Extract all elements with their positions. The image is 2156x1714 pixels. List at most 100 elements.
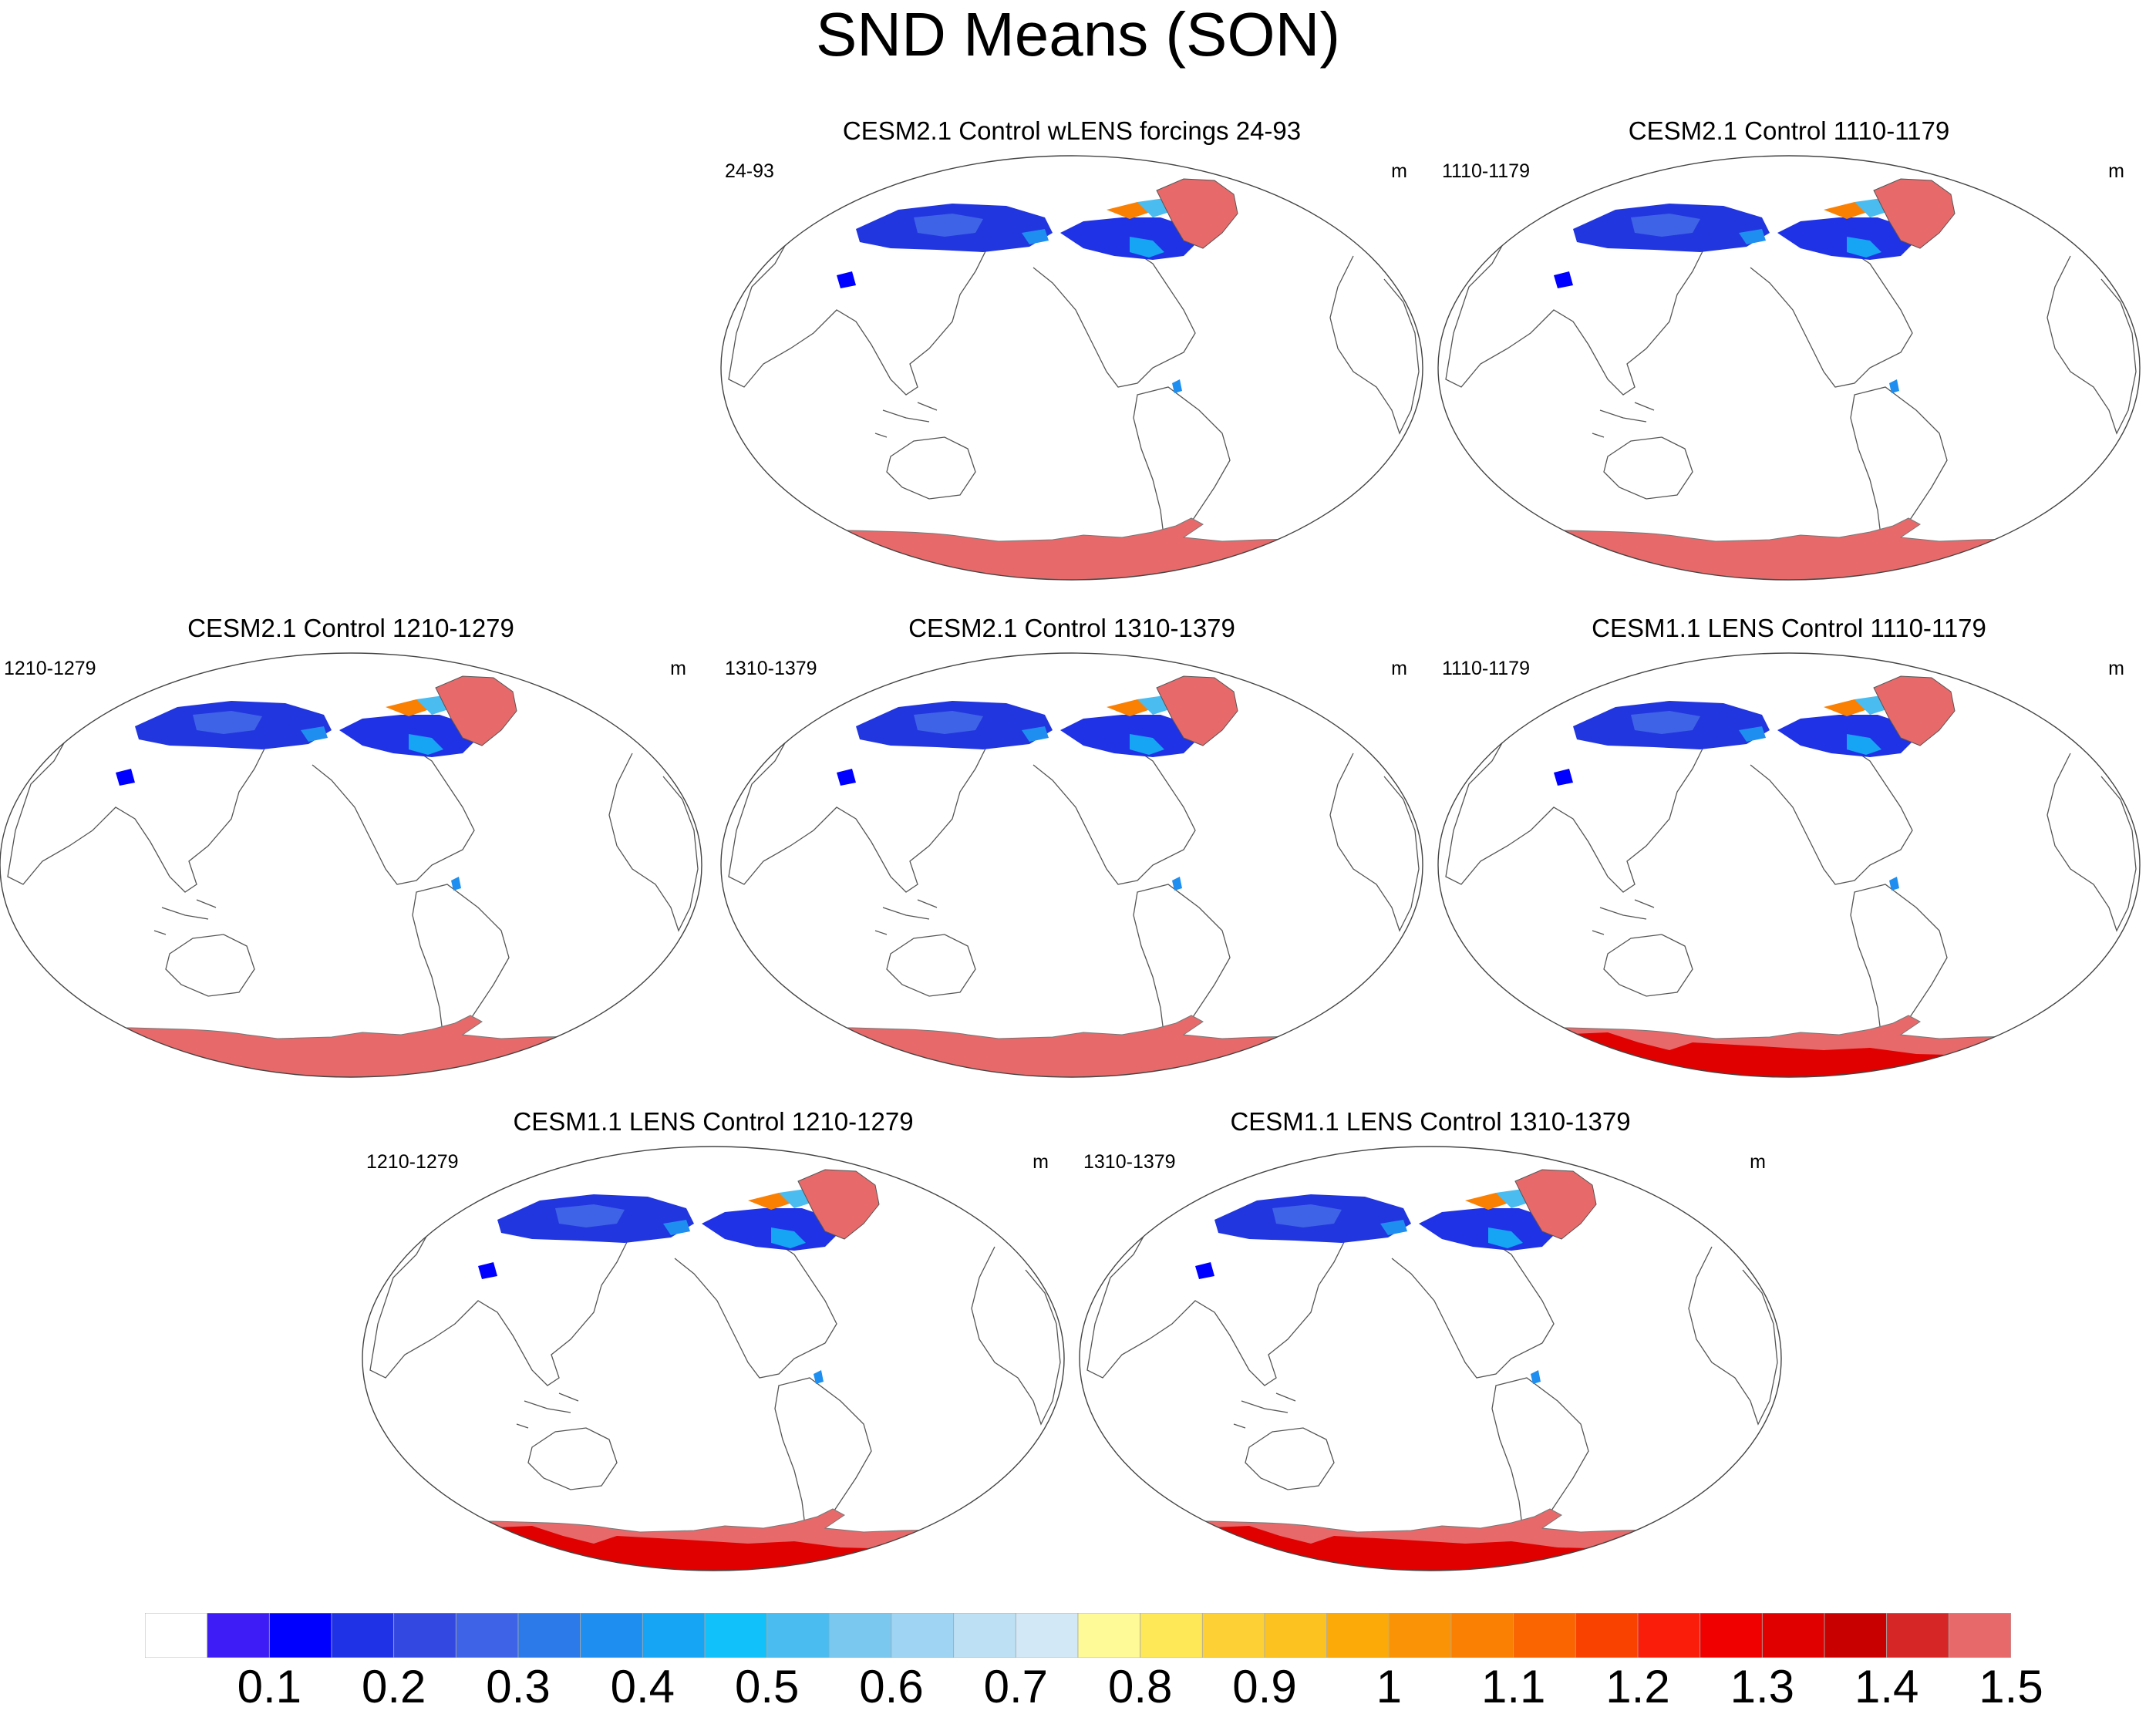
coastline — [674, 1231, 837, 1379]
snow-depth-patch — [1554, 769, 1573, 786]
coastline — [369, 1219, 629, 1386]
coastline — [312, 737, 475, 885]
colorbar-tick-label: 0.3 — [486, 1661, 551, 1712]
coastline — [153, 899, 217, 935]
ocean-background — [1438, 653, 2140, 1077]
panel-title: CESM1.1 LENS Control 1210-1279 — [513, 1107, 914, 1136]
map-content — [0, 653, 702, 1077]
snow-depth-patch — [837, 271, 856, 288]
map-border — [720, 652, 1423, 1078]
snow-depth-patch — [1889, 877, 1899, 891]
coastline — [1245, 1427, 1335, 1490]
snow-depth-patch — [1272, 1204, 1342, 1227]
coastline — [527, 1427, 618, 1490]
world-map — [0, 652, 702, 1078]
map-content — [1438, 156, 2140, 580]
colorbar-tick-label: 0.5 — [734, 1661, 800, 1712]
coastline — [1592, 402, 1655, 438]
colorbar-swatch — [766, 1613, 830, 1658]
ocean-background — [362, 1147, 1064, 1571]
panel-period-label: 1210-1279 — [366, 1151, 459, 1173]
colorbar-tick-label: 1.5 — [1979, 1661, 2043, 1712]
snow-depth-patch — [1889, 379, 1899, 393]
snow-depth-patch — [1554, 271, 1573, 288]
colorbar-tick-label: 0.2 — [361, 1661, 426, 1712]
colorbar-tick-label: 0.7 — [983, 1661, 1049, 1712]
snow-depth-patch — [814, 1370, 824, 1384]
colorbar-tick-label: 0.1 — [237, 1661, 302, 1712]
colorbar-swatch — [1700, 1613, 1763, 1658]
greenland-snow — [1873, 178, 1956, 249]
snow-depth-patch — [1107, 202, 1153, 219]
colorbar-swatch — [393, 1613, 456, 1658]
greenland-snow — [1156, 178, 1238, 249]
snow-depth-patch — [1130, 237, 1164, 258]
snow-depth-patch — [409, 734, 443, 755]
colorbar-tick-label: 1 — [1376, 1661, 1403, 1712]
coastline — [1329, 255, 1420, 435]
coastline — [1391, 1231, 1555, 1379]
map-content — [1080, 1147, 1781, 1571]
world-map — [720, 652, 1423, 1078]
colorbar-swatch — [455, 1613, 519, 1658]
snow-depth-patch — [193, 711, 262, 734]
colorbar-labels: 0.1 0.2 0.3 0.4 0.5 0.6 0.7 0.8 0.9 1 1.1 1.2 1.3 1.4… — [0, 1658, 2156, 1714]
panel-period-label: 24-93 — [725, 160, 774, 182]
colorbar-tick-label: 1.3 — [1730, 1661, 1795, 1712]
snow-depth-patch — [116, 769, 135, 786]
map-panel: CESM1.1 LENS Control 1310-1379 1310-1379 m — [1079, 1106, 1782, 1571]
colorbar-swatch — [1575, 1613, 1639, 1658]
coastline — [886, 934, 976, 997]
snow-depth-patch — [1172, 379, 1182, 393]
colorbar-swatch — [953, 1613, 1016, 1658]
greenland-snow — [435, 675, 517, 746]
colorbar-tick-label: 0.6 — [859, 1661, 924, 1712]
colorbar-swatch — [642, 1613, 706, 1658]
coastline — [1603, 436, 1693, 500]
colorbar-swatch — [1077, 1613, 1141, 1658]
ocean-background — [1438, 156, 2140, 580]
snow-depth-patch — [837, 769, 856, 786]
map-panel: CESM2.1 Control 1110-1179 1110-1179 m — [1437, 116, 2141, 581]
coastline — [886, 436, 976, 500]
world-map — [1437, 155, 2141, 581]
panel-title: CESM2.1 Control 1110-1179 — [1628, 116, 1950, 145]
snow-depth-patch — [1022, 229, 1049, 244]
map-panel: CESM1.1 LENS Control 1110-1179 1110-1179 m — [1437, 613, 2141, 1078]
panel-period-label: 1310-1379 — [1083, 1151, 1176, 1173]
snow-depth-patch — [1847, 734, 1881, 755]
ocean-background — [1080, 1147, 1781, 1571]
panel-units-label: m — [670, 658, 686, 679]
world-map — [1079, 1146, 1782, 1571]
map-content — [721, 156, 1423, 580]
panel-units-label: m — [1391, 160, 1407, 182]
world-map — [1437, 652, 2141, 1078]
greenland-snow — [1873, 675, 1956, 746]
map-content — [362, 1147, 1064, 1571]
map-border — [362, 1146, 1065, 1571]
snow-depth-patch — [914, 214, 983, 237]
colorbar-swatch — [1326, 1613, 1390, 1658]
map-border — [0, 652, 702, 1078]
map-panel: CESM2.1 Control 1310-1379 1310-1379 m — [720, 613, 1423, 1078]
snow-depth-patch — [1824, 202, 1870, 219]
snow-depth-patch — [1531, 1370, 1541, 1384]
colorbar-swatch — [331, 1613, 395, 1658]
colorbar — [145, 1613, 2011, 1658]
map-border — [1437, 155, 2141, 581]
coastline — [874, 899, 938, 935]
snow-depth-patch — [1631, 214, 1700, 237]
snow-depth-patch — [555, 1204, 625, 1227]
map-border — [1079, 1146, 1782, 1571]
panel-title: CESM2.1 Control wLENS forcings 24-93 — [842, 116, 1302, 145]
greenland-snow — [1514, 1169, 1597, 1240]
coastline — [1750, 240, 1913, 388]
colorbar-swatch — [145, 1613, 208, 1658]
colorbar-swatch — [1824, 1613, 1888, 1658]
colorbar-tick-label: 1.1 — [1481, 1661, 1546, 1712]
panel-units-label: m — [2108, 160, 2124, 182]
snow-depth-patch — [1107, 699, 1153, 716]
colorbar-swatch — [1450, 1613, 1514, 1658]
colorbar-swatch — [268, 1613, 332, 1658]
colorbar-swatch — [1886, 1613, 1949, 1658]
